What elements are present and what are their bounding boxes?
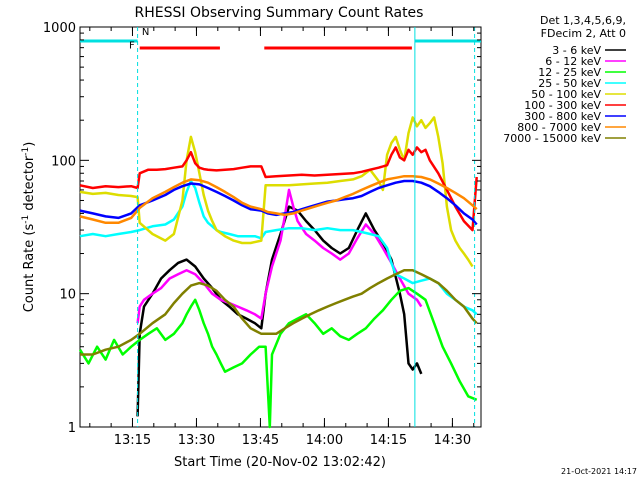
legend-label: 6 - 12 keV	[545, 55, 601, 68]
series-line	[78, 286, 478, 429]
x-tick-label: 14:00	[306, 433, 343, 448]
y-axis-label-part3: )	[22, 142, 37, 147]
x-tick-label: 13:45	[242, 433, 279, 448]
x-tick-label: 13:30	[178, 433, 215, 448]
legend-label: 800 - 7000 keV	[517, 121, 601, 134]
plot-frame	[79, 26, 482, 428]
legend: Det 1,3,4,5,6,9,FDecim 2, Att 0 3 - 6 keV…	[503, 14, 626, 145]
series-layer	[78, 116, 478, 429]
series-line	[79, 116, 474, 268]
legend-label: 25 - 50 keV	[538, 77, 601, 90]
tick-layer: 1 10 100 1000 13:15 13:30 13:45 14:00 14:15 14:30	[43, 21, 481, 448]
y-axis-label-part1: Count Rate (s	[22, 224, 37, 313]
x-tick-label: 14:15	[370, 433, 407, 448]
legend-label: 300 - 800 keV	[524, 110, 601, 123]
series-line	[79, 179, 478, 226]
y-tick-label: 100	[51, 154, 76, 169]
series-line	[79, 174, 478, 225]
x-tick-label: 13:15	[114, 433, 151, 448]
y-tick-label: 10	[59, 288, 76, 303]
y-axis-label-sup1: -1	[21, 215, 31, 224]
y-tick-label: 1000	[43, 21, 76, 36]
series-line	[136, 188, 423, 324]
x-axis-label: Start Time (20-Nov-02 13:02:42)	[174, 455, 386, 470]
y-axis-label-sup2: -1	[21, 147, 31, 156]
legend-header-line: FDecim 2, Att 0	[541, 27, 626, 40]
legend-header-line: Det 1,3,4,5,6,9,	[540, 14, 626, 27]
footer-date: 21-Oct-2021 14:17	[561, 467, 637, 476]
legend-label: 100 - 300 keV	[524, 99, 601, 112]
legend-label: 12 - 25 keV	[538, 66, 601, 79]
series-line	[79, 146, 478, 232]
annotation-label: F	[129, 40, 135, 51]
y-axis-label: Count Rate (s-1 detector-1)	[21, 142, 37, 313]
marker-layer: NF	[80, 27, 481, 427]
legend-label: 7000 - 15000 keV	[503, 132, 601, 145]
plot-area: NF 1 10 100 1000 13:15 13:30 13:45 14:00 14:15 14…	[43, 21, 482, 448]
annotation-label: N	[142, 27, 149, 38]
series-line	[80, 268, 478, 356]
y-tick-label: 1	[68, 421, 76, 436]
y-axis-label-part2: detector	[22, 155, 37, 215]
legend-label: 50 - 100 keV	[531, 88, 601, 101]
legend-label: 3 - 6 keV	[552, 44, 601, 57]
chart-title: RHESSI Observing Summary Count Rates	[135, 5, 424, 21]
series-line	[79, 179, 478, 316]
x-tick-label: 14:30	[434, 433, 471, 448]
